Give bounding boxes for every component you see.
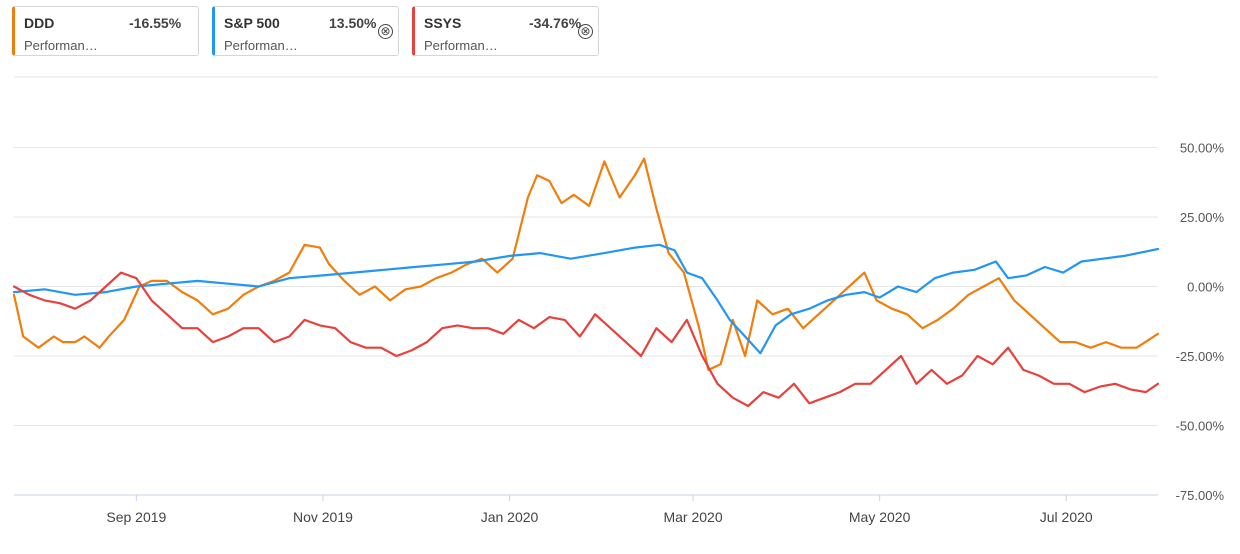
legend-change: -34.76% [529, 15, 582, 31]
legend-metric: Performan… [24, 38, 98, 53]
legend-symbol: SSYS [424, 15, 462, 31]
close-icon[interactable]: ⊗ [578, 24, 593, 39]
x-tick-label: Sep 2019 [106, 509, 166, 525]
legend-symbol: DDD [24, 15, 55, 31]
legend-card-ddd[interactable]: DDD -16.55% Performan… [12, 6, 199, 56]
x-tick-label: Jul 2020 [1040, 509, 1093, 525]
series-line-sp500 [12, 243, 1160, 355]
series-line-ssys [12, 271, 1160, 408]
series-lines [12, 157, 1160, 408]
y-tick-label: -25.00% [1176, 349, 1225, 364]
legend-card-sp500[interactable]: S&P 500 13.50% Performan… ⊗ [212, 6, 399, 56]
y-tick-label: -50.00% [1176, 419, 1225, 434]
y-tick-label: 25.00% [1180, 210, 1225, 225]
series-line-ddd [12, 157, 1160, 371]
y-tick-label: 50.00% [1180, 141, 1225, 156]
legend-metric: Performan… [224, 38, 298, 53]
y-axis: 50.00% 25.00% 0.00% -25.00% -50.00% -75.00% [1176, 141, 1225, 504]
x-tick-label: Mar 2020 [663, 509, 722, 525]
legend-change: -16.55% [129, 15, 182, 31]
grid-lines [14, 147, 1158, 426]
legend-metric: Performan… [424, 38, 498, 53]
legend-card-ssys[interactable]: SSYS -34.76% Performan… ⊗ [412, 6, 599, 56]
x-tick-label: Jan 2020 [481, 509, 539, 525]
x-tick-label: Nov 2019 [293, 509, 353, 525]
close-icon[interactable]: ⊗ [378, 24, 393, 39]
x-axis: Sep 2019 Nov 2019 Jan 2020 Mar 2020 May 2020… [14, 494, 1158, 525]
legend-change: 13.50% [329, 15, 377, 31]
y-tick-label: -75.00% [1176, 488, 1225, 503]
legend: DDD -16.55% Performan… S&P 500 13.50% Pe… [12, 6, 612, 56]
x-tick-label: May 2020 [849, 509, 911, 525]
y-tick-label: 0.00% [1187, 280, 1224, 295]
legend-symbol: S&P 500 [224, 15, 280, 31]
